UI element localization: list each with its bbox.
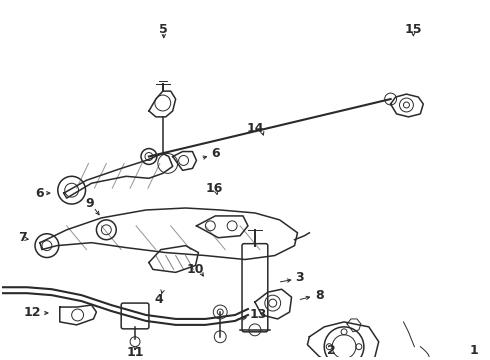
Text: 15: 15: [405, 23, 422, 36]
Text: 10: 10: [187, 263, 204, 276]
Text: 9: 9: [85, 197, 94, 210]
Text: 11: 11: [126, 346, 144, 359]
Text: 6: 6: [211, 147, 220, 160]
Text: 7: 7: [18, 231, 26, 244]
Text: 5: 5: [159, 23, 168, 36]
Text: 13: 13: [249, 309, 267, 321]
Text: 6: 6: [36, 186, 44, 200]
Text: 14: 14: [246, 122, 264, 135]
Text: 16: 16: [206, 182, 223, 195]
Text: 3: 3: [295, 271, 304, 284]
Text: 1: 1: [469, 344, 478, 357]
Text: 12: 12: [24, 306, 41, 319]
Text: 2: 2: [327, 344, 336, 357]
Text: 8: 8: [315, 289, 323, 302]
Text: 4: 4: [154, 293, 163, 306]
